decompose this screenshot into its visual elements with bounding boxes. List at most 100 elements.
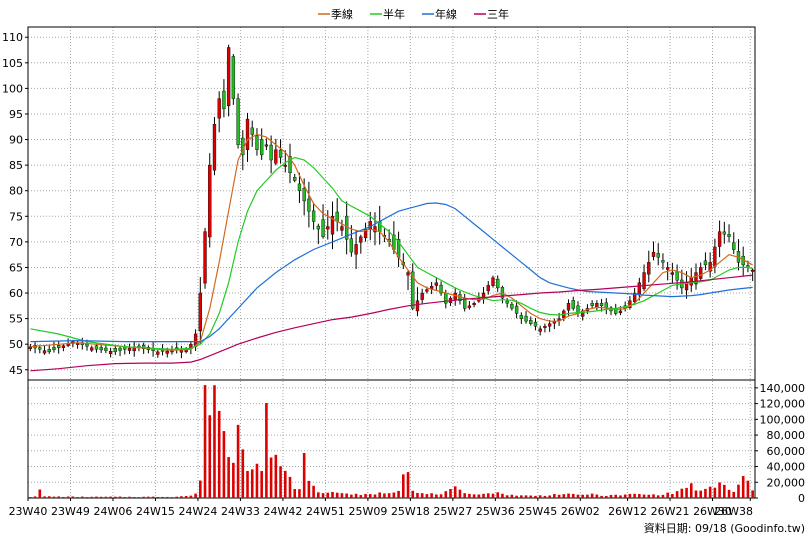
volume-bar (604, 495, 608, 498)
volume-bar (458, 489, 462, 498)
volume-bar (425, 494, 429, 498)
volume-bar (638, 494, 641, 498)
candle-body (307, 198, 311, 212)
volume-bar (175, 496, 179, 498)
candle-body (99, 347, 103, 351)
volume-bar (567, 493, 570, 498)
volume-bar (335, 492, 339, 498)
volume-bar (147, 496, 150, 498)
price-tick-label: 95 (9, 108, 23, 121)
volume-bar (71, 496, 75, 498)
volume-tick-label: 80,000 (767, 429, 806, 442)
volume-bar (718, 482, 721, 498)
volume-bar (661, 494, 665, 498)
price-tick-label: 100 (2, 82, 23, 95)
candle-body (543, 326, 547, 328)
volume-bar (633, 493, 636, 498)
candle-body (52, 347, 56, 351)
candle-body (533, 321, 538, 327)
volume-bar (439, 494, 443, 498)
price-tick-label: 45 (9, 364, 23, 377)
volume-bar (515, 495, 518, 498)
volume-bar (302, 452, 306, 498)
candle-body (38, 347, 42, 350)
volume-bar (553, 494, 556, 498)
time-tick-label: 24W24 (179, 505, 218, 518)
volume-bar (685, 487, 688, 498)
candle-body (637, 282, 642, 296)
volume-pane-frame (27, 379, 756, 499)
candle-body (439, 284, 443, 294)
volume-bar (123, 496, 127, 498)
candle-body (590, 303, 594, 307)
candle-body (647, 262, 651, 275)
volume-bar (576, 494, 580, 498)
candle-body (226, 47, 231, 107)
time-tick-label: 25W18 (391, 505, 430, 518)
volume-bar (520, 495, 523, 498)
candle-body (311, 210, 316, 222)
candle-body (434, 282, 439, 286)
candle-body (453, 292, 457, 301)
volume-bar (170, 497, 174, 498)
candle-body (113, 348, 117, 353)
candle-body (203, 231, 207, 284)
volume-bar (699, 490, 703, 498)
candle-body (316, 225, 320, 230)
candle-body (208, 164, 212, 238)
ma-line-年線 (30, 202, 753, 343)
volume-bar (359, 495, 363, 498)
volume-bar (364, 493, 367, 498)
volume-bar (751, 490, 754, 498)
candle-body (538, 328, 542, 332)
candle-body (727, 233, 731, 237)
candle-body (491, 277, 495, 286)
candle-body (656, 253, 660, 258)
volume-bar (57, 496, 60, 498)
volume-tick-label: 120,000 (760, 398, 806, 411)
candle-body (651, 251, 656, 257)
volume-bar (321, 493, 325, 498)
volume-bar (586, 494, 589, 498)
volume-bar (378, 492, 381, 498)
volume-bar (189, 495, 193, 498)
volume-bar (510, 494, 514, 498)
volume-bar (689, 483, 693, 498)
grid (27, 27, 755, 498)
volume-bar (694, 490, 698, 498)
volume-bar (109, 496, 112, 498)
candle-body (217, 98, 221, 119)
volume-bar (288, 476, 292, 498)
candle-body (406, 272, 410, 276)
candle-body (42, 350, 47, 354)
candle-body (245, 118, 250, 151)
time-tick-label: 26W30 (693, 505, 732, 518)
volume-bar (548, 495, 551, 498)
volume-bar (468, 493, 471, 498)
candle-body (411, 271, 415, 309)
volume-bar (675, 491, 679, 498)
candle-body (231, 56, 236, 99)
candle-body (198, 292, 202, 332)
volume-bar (529, 495, 533, 498)
volume-bar (161, 496, 164, 498)
price-tick-label: 55 (9, 313, 23, 326)
volume-bar (420, 493, 424, 498)
candle-body (57, 345, 61, 348)
time-tick-label: 25W09 (348, 505, 387, 518)
candle-body (472, 303, 476, 306)
volume-bar (142, 496, 145, 498)
volume-bar (666, 492, 669, 498)
candle-body (675, 271, 679, 281)
volume-tick-label: 0 (798, 492, 805, 505)
volume-bar (562, 494, 566, 498)
volume-bar (402, 474, 405, 498)
candle-body (288, 156, 292, 174)
volume-bar (477, 494, 481, 498)
volume-bar (397, 490, 400, 498)
volume-bars (29, 385, 754, 498)
volume-bar (340, 493, 344, 498)
volume-bar (538, 495, 542, 498)
